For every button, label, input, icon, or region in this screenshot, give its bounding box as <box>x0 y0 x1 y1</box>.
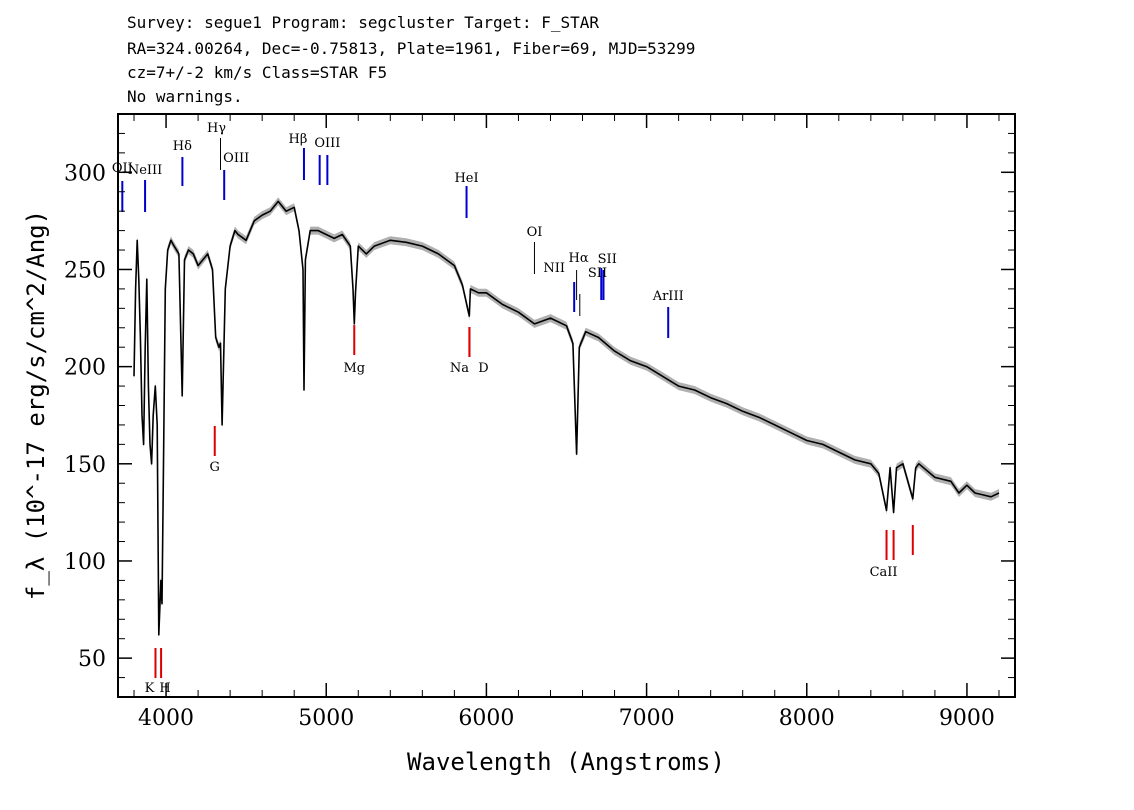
absorption-line-label: D <box>478 361 488 376</box>
y-tick-label: 150 <box>64 453 106 478</box>
x-axis-label: Wavelength (Angstroms) <box>407 748 725 776</box>
absorption-line-label: K <box>145 681 155 696</box>
emission-line-label: OIII <box>314 136 340 151</box>
y-tick-label: 200 <box>64 356 106 381</box>
absorption-line-label: H <box>159 681 170 696</box>
spectrum-line <box>133 200 1000 636</box>
y-tick-label: 50 <box>78 647 106 672</box>
x-tick-label: 8000 <box>779 706 835 731</box>
emission-line-label: SII <box>588 266 607 281</box>
emission-line-label: Hγ <box>207 121 226 136</box>
emission-line-label: Hα <box>569 251 589 266</box>
emission-line-label: Hβ <box>289 132 308 147</box>
header-line-1: Survey: segue1 Program: segcluster Targe… <box>127 13 599 32</box>
chart-header: Survey: segue1 Program: segcluster Targe… <box>127 13 695 106</box>
emission-line-label: ArIII <box>652 289 684 304</box>
spectrum-series <box>133 197 1000 639</box>
axes: 4000 5000 6000 7000 8000 9000 50 100 150 200 250 30… <box>64 114 1015 731</box>
y-tick-label: 300 <box>64 161 106 186</box>
emission-line-label: Hδ <box>173 139 192 154</box>
x-tick-label: 7000 <box>619 706 675 731</box>
y-tick-label: 250 <box>64 258 106 283</box>
emission-line-label: NII <box>543 261 565 276</box>
absorption-line-label: Mg <box>343 361 365 376</box>
header-line-3: cz=7+/-2 km/s Class=STAR F5 <box>127 63 387 82</box>
absorption-line-label: CaII <box>870 565 898 580</box>
y-axis-label: f_λ (10^-17 erg/s/cm^2/Ang) <box>22 210 50 600</box>
plot-frame <box>117 113 1016 698</box>
x-tick-label: 9000 <box>939 706 995 731</box>
y-tick-label: 100 <box>64 550 106 575</box>
x-tick-label: 4000 <box>138 706 194 731</box>
emission-line-label: NeIII <box>128 163 162 178</box>
emission-line-label: SII <box>598 252 617 267</box>
absorption-line-label: G <box>210 460 220 475</box>
absorption-line-label: Na <box>450 361 469 376</box>
header-line-4: No warnings. <box>127 87 243 106</box>
x-tick-label: 5000 <box>298 706 354 731</box>
emission-line-label: OIII <box>223 151 249 166</box>
header-line-2: RA=324.00264, Dec=-0.75813, Plate=1961, … <box>127 39 695 58</box>
emission-line-label: OI <box>527 225 543 240</box>
x-tick-label: 6000 <box>458 706 514 731</box>
emission-line-label: HeI <box>454 171 478 186</box>
